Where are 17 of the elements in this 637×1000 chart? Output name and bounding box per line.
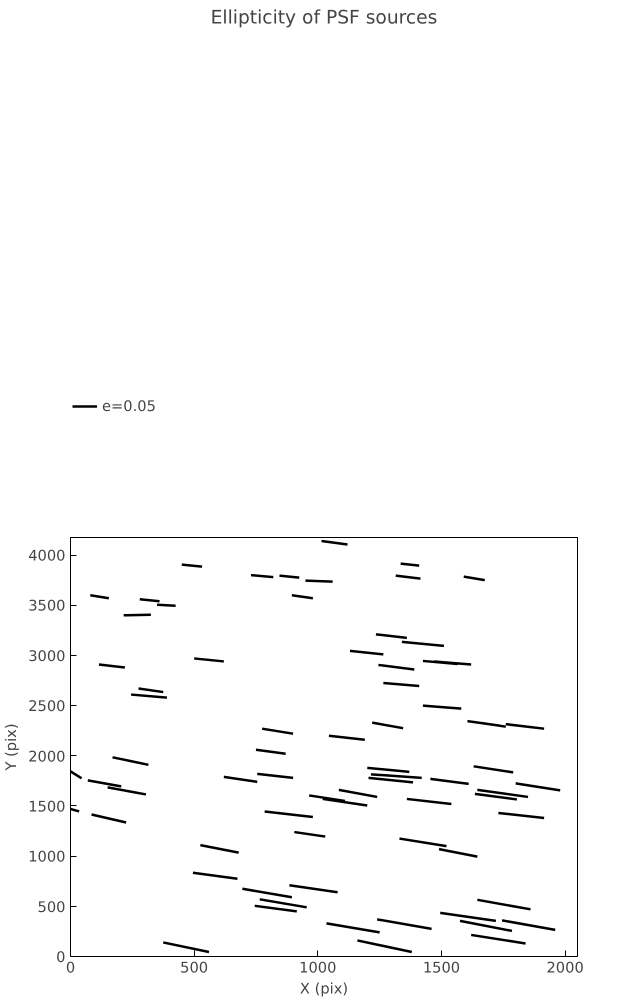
legend-label: e=0.05 (102, 398, 156, 414)
y-tick-label: 2500 (28, 698, 66, 716)
y-tick-label: 3000 (28, 648, 66, 665)
y-tick-label: 2000 (28, 748, 66, 766)
x-tick-label: 1500 (422, 960, 460, 976)
y-tick-label: 3500 (28, 598, 66, 615)
x-tick-label: 500 (180, 960, 208, 976)
y-tick-label: 1500 (28, 798, 66, 816)
x-axis-title: X (pix) (300, 980, 348, 998)
chart-title: Ellipticity of PSF sources (210, 8, 438, 28)
y-tick-label: 500 (38, 898, 66, 916)
x-tick-label: 1000 (299, 960, 336, 976)
y-axis-title: Y (pix) (3, 723, 20, 772)
y-tick-label: 1000 (28, 848, 66, 866)
y-tick-label: 0 (56, 949, 66, 966)
y-tick-label: 4000 (28, 548, 66, 565)
x-tick-label: 2000 (546, 960, 584, 976)
